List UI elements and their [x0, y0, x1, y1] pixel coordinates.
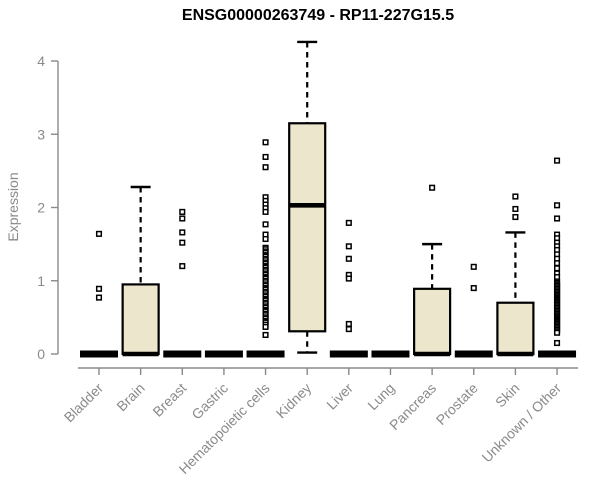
outlier-point: [262, 164, 269, 171]
outlier-point: [179, 215, 186, 222]
outlier-point: [553, 202, 561, 209]
outlier-point: [345, 219, 352, 226]
outlier-point: [345, 320, 352, 328]
outlier-point: [262, 323, 269, 330]
box: [288, 122, 327, 333]
outlier-point: [512, 193, 519, 200]
x-tick-label: Unknown / Other: [479, 380, 565, 466]
outlier-point: [553, 215, 561, 222]
box: [121, 283, 160, 356]
outlier-point: [179, 208, 186, 215]
flat-box: [329, 350, 368, 358]
outlier-point: [95, 285, 103, 292]
x-tick-label: Kidney: [273, 380, 315, 422]
outlier-point: [553, 260, 561, 267]
x-tick-label: Liver: [323, 380, 356, 413]
y-tick-label: 2: [37, 200, 45, 216]
outlier-point: [262, 331, 269, 339]
flat-box: [246, 350, 285, 358]
y-tick-label: 3: [37, 126, 45, 142]
x-tick-label: Prostate: [433, 380, 481, 428]
outlier-point: [262, 221, 269, 228]
outlier-point: [262, 153, 269, 161]
outlier-point: [345, 255, 352, 262]
x-tick-label: Lung: [364, 380, 397, 413]
box: [413, 287, 452, 356]
box: [496, 301, 535, 356]
outlier-point: [553, 157, 561, 164]
outlier-point: [95, 230, 103, 237]
outlier-point: [345, 243, 352, 250]
y-tick-label: 0: [37, 346, 45, 362]
flat-box: [204, 350, 243, 358]
outlier-point: [345, 326, 352, 333]
outlier-point: [262, 139, 269, 146]
chart-title: ENSG00000263749 - RP11-227G15.5: [181, 7, 455, 24]
flat-box: [163, 350, 202, 358]
y-tick-label: 1: [37, 273, 45, 289]
x-tick-label: Brain: [113, 380, 147, 414]
y-tick-label: 4: [37, 53, 45, 69]
flat-box: [454, 350, 493, 358]
outlier-point: [470, 263, 477, 270]
outlier-point: [262, 235, 269, 243]
x-tick-label: Skin: [492, 380, 523, 411]
outlier-point: [262, 208, 269, 215]
outlier-point: [179, 263, 186, 270]
outlier-point: [470, 285, 477, 292]
outlier-point: [179, 239, 186, 246]
flat-box: [538, 350, 577, 358]
x-tick-label: Bladder: [61, 380, 107, 426]
outlier-point: [512, 213, 519, 221]
outlier-point: [345, 275, 352, 282]
outlier-point: [512, 205, 519, 213]
flat-box: [371, 350, 410, 358]
flat-box: [80, 350, 118, 358]
outlier-point: [95, 294, 103, 301]
outlier-point: [553, 339, 561, 347]
outlier-point: [429, 184, 436, 191]
x-tick-label: Breast: [149, 380, 189, 420]
outlier-point: [553, 329, 561, 336]
outlier-point: [553, 265, 561, 272]
outlier-point: [179, 229, 186, 236]
